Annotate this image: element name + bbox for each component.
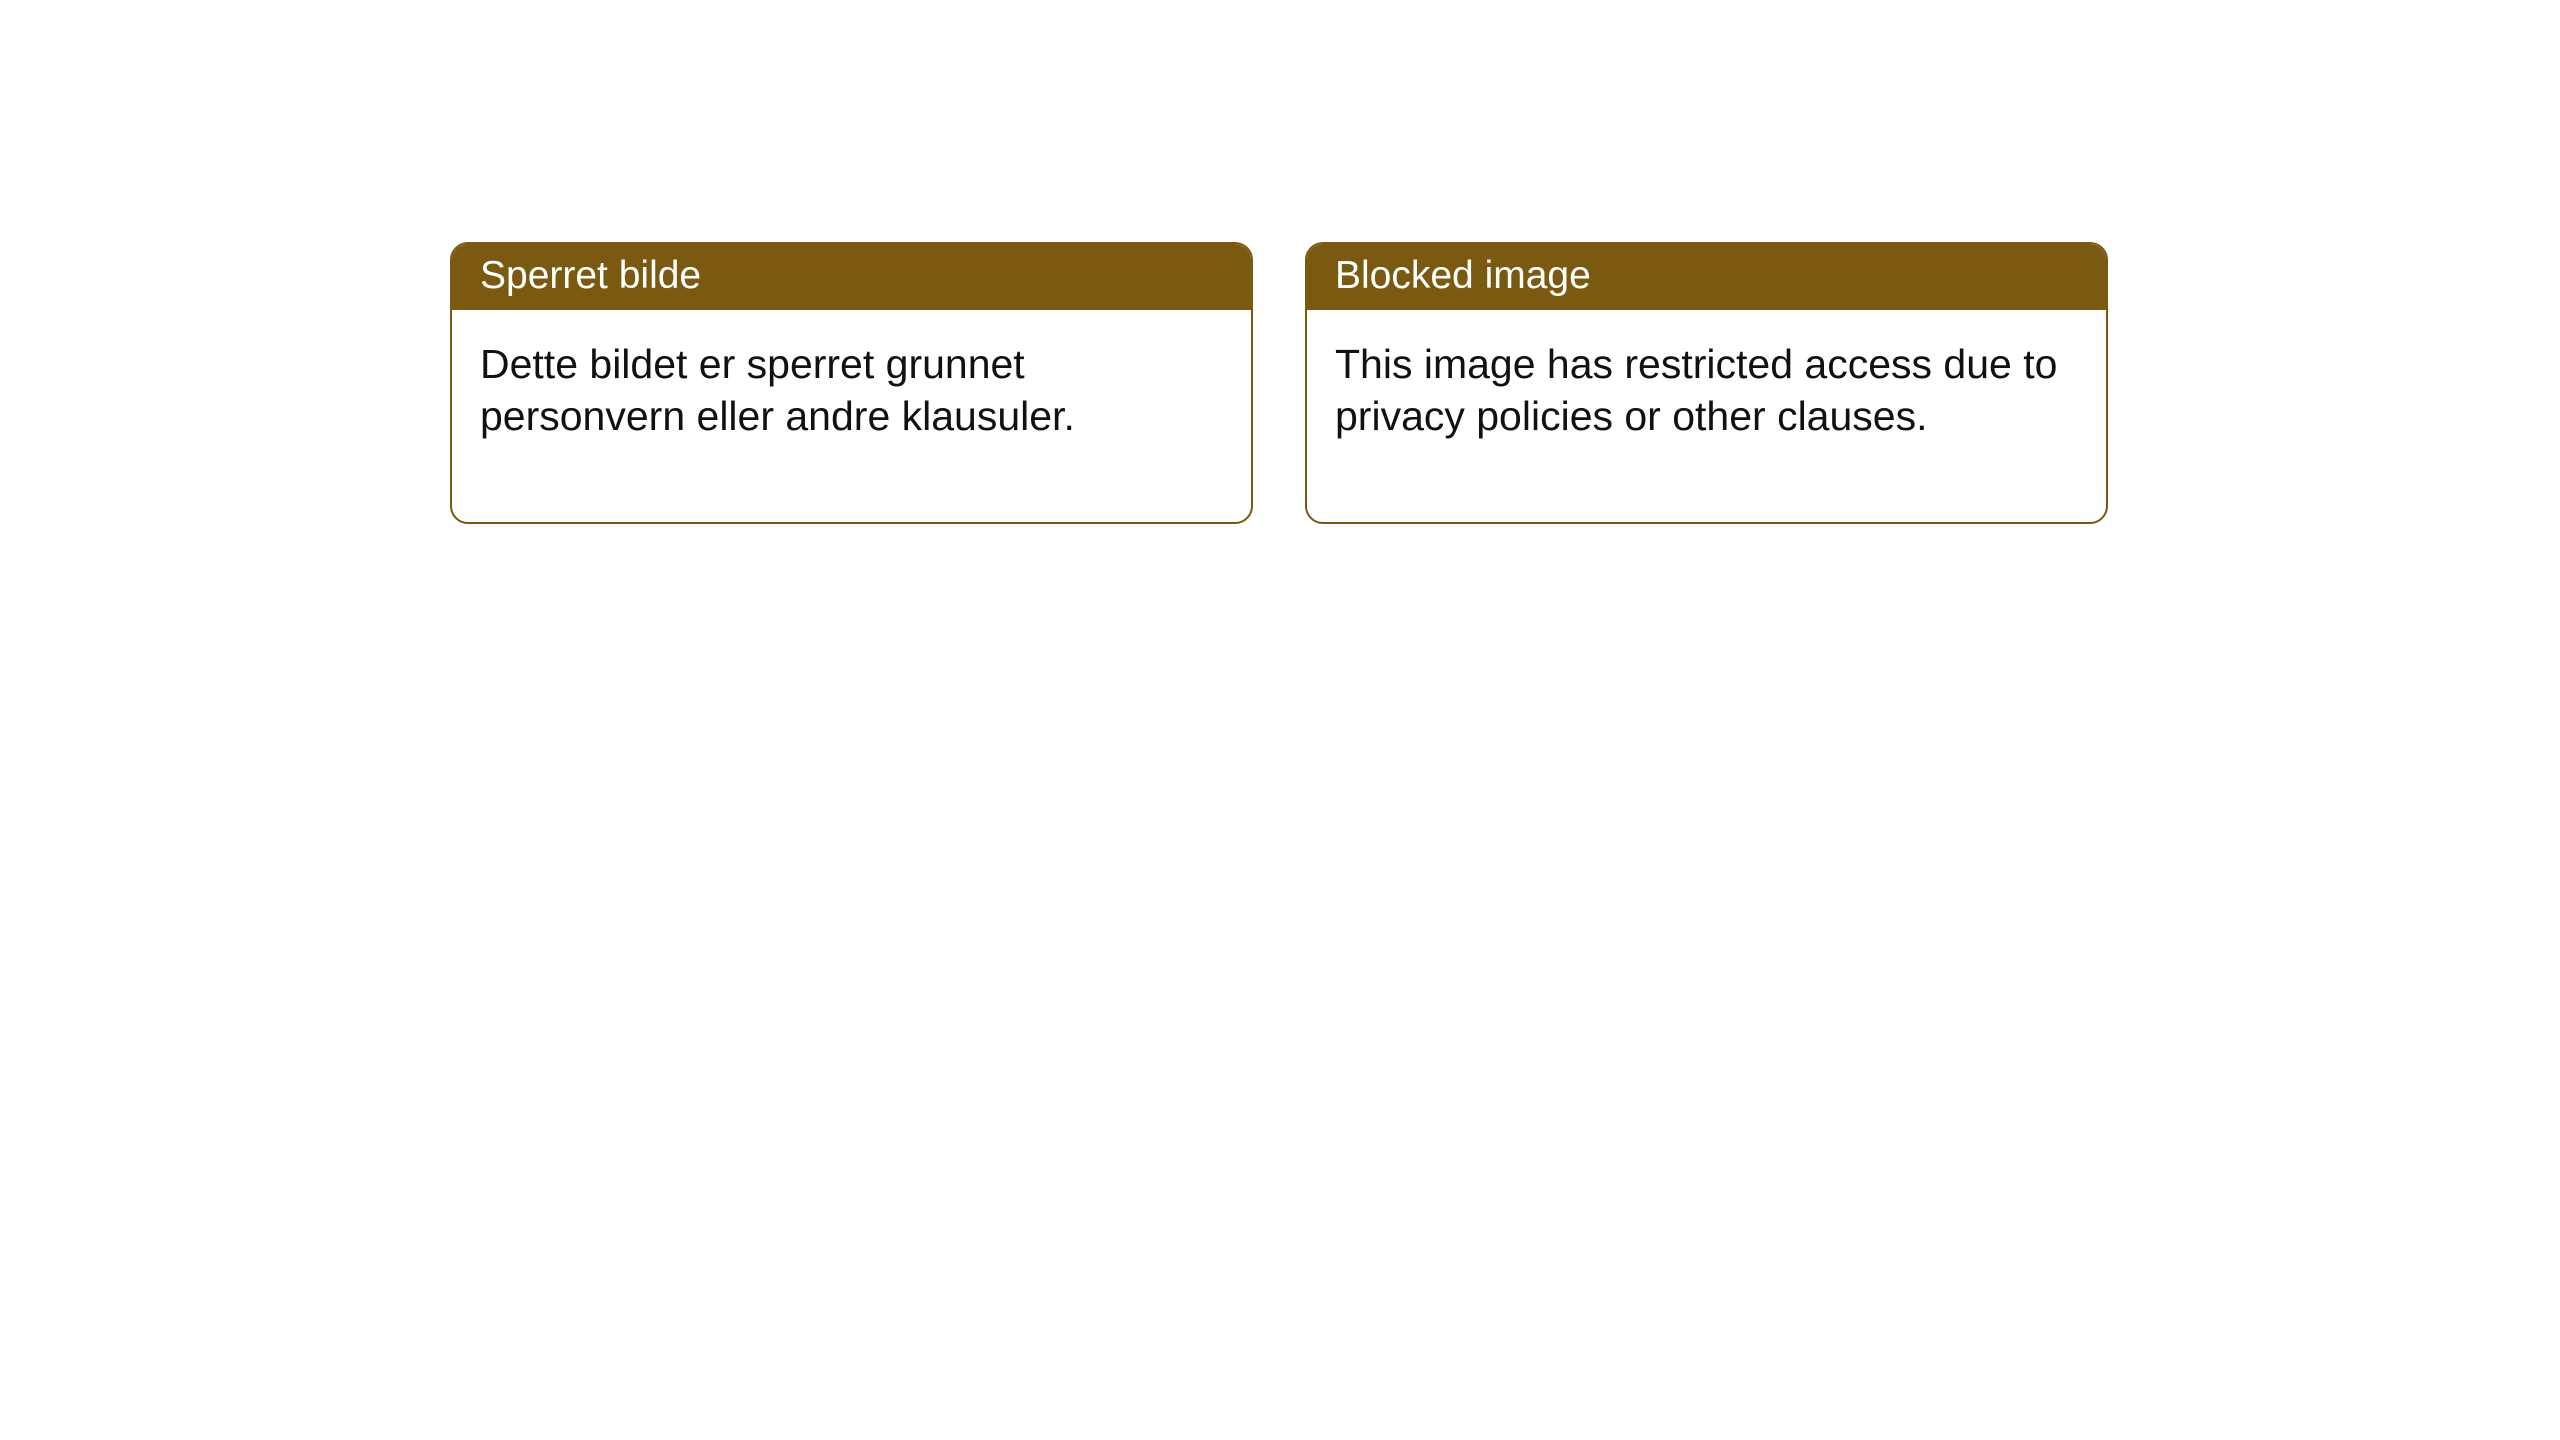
notice-container: Sperret bilde Dette bildet er sperret gr…	[0, 0, 2560, 524]
notice-body: Dette bildet er sperret grunnet personve…	[452, 310, 1251, 522]
notice-title: Blocked image	[1307, 244, 2106, 310]
notice-body: This image has restricted access due to …	[1307, 310, 2106, 522]
notice-title: Sperret bilde	[452, 244, 1251, 310]
notice-card-english: Blocked image This image has restricted …	[1305, 242, 2108, 524]
notice-card-norwegian: Sperret bilde Dette bildet er sperret gr…	[450, 242, 1253, 524]
